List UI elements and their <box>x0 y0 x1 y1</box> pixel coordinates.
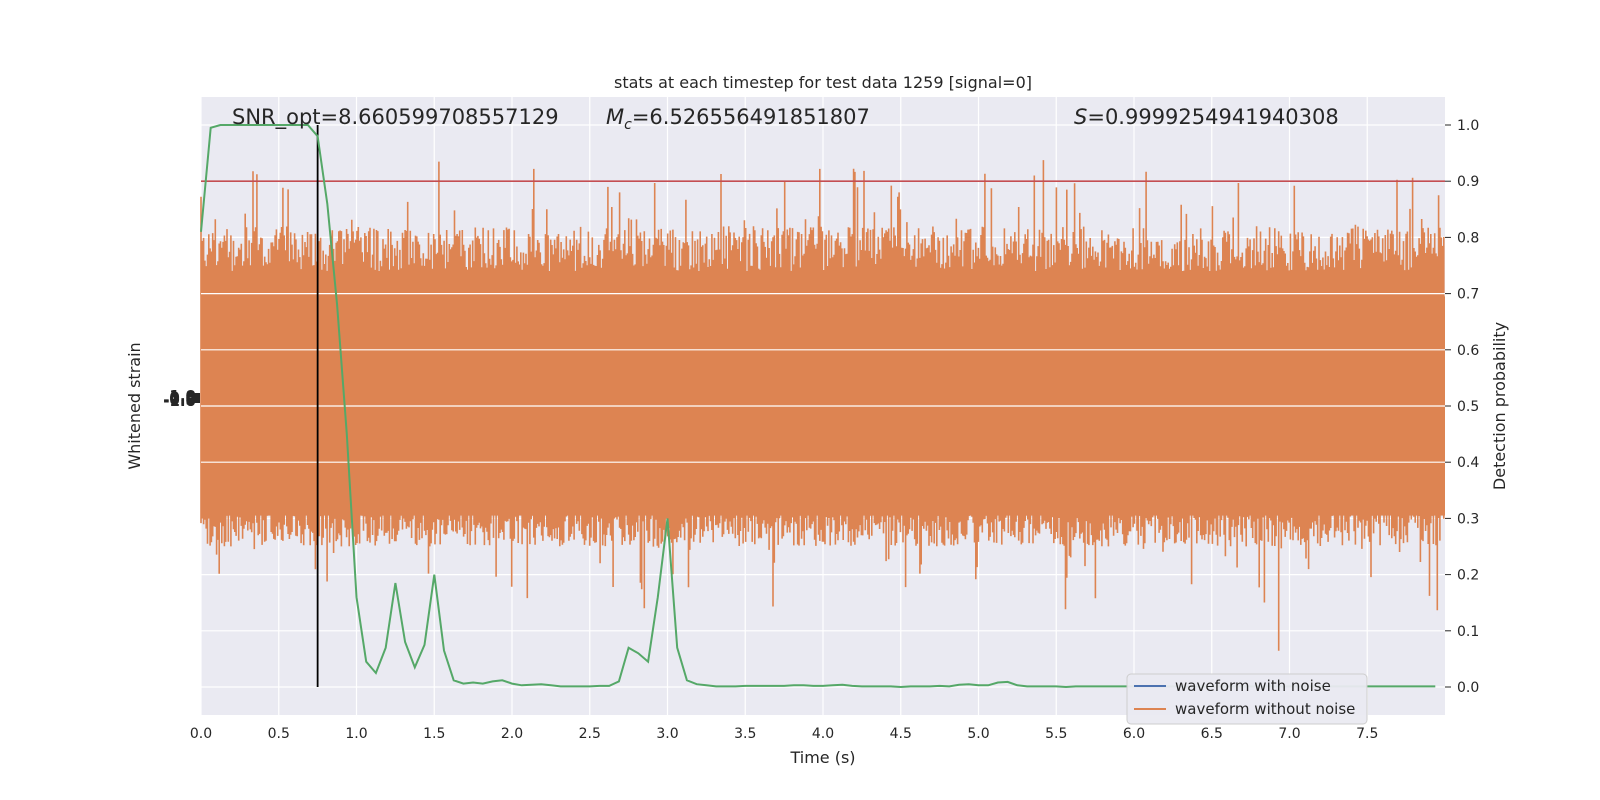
y-tick-label: 0.4 <box>1457 455 1479 471</box>
x-tick-label: 2.0 <box>501 726 523 742</box>
legend-box <box>1126 673 1368 725</box>
y-tick-label: 0.0 <box>1457 680 1479 696</box>
y-tick-label: 0.6 <box>1457 343 1479 359</box>
y-tick-label: 0.2 <box>1457 568 1479 584</box>
y-axis-right-label: Detection probability <box>1490 322 1509 490</box>
chirp-mass-symbol: M <box>606 105 624 129</box>
y-tick-label: 0.8 <box>1457 230 1479 246</box>
x-tick-label: 0.0 <box>190 726 212 742</box>
score-value: =0.9999254941940308 <box>1087 105 1338 129</box>
y-axis-left-ticks: -1.0-0.50.00.51.0 <box>163 387 200 410</box>
x-tick-label: 0.5 <box>268 726 290 742</box>
x-tick-label: 5.0 <box>967 726 989 742</box>
snr-annotation: SNR_opt=8.660599708557129 <box>232 105 559 130</box>
x-tick-label: 3.5 <box>734 726 756 742</box>
chirp-mass-subscript: c <box>624 117 632 133</box>
left-tick-label: 0.0 <box>169 390 196 408</box>
x-tick-label: 4.0 <box>812 726 834 742</box>
legend-label-with-noise: waveform with noise <box>1175 677 1331 695</box>
y-tick-label: 0.7 <box>1457 287 1479 303</box>
score-symbol: S <box>1074 105 1087 129</box>
x-tick-label: 7.0 <box>1278 726 1300 742</box>
x-tick-label: 7.5 <box>1356 726 1378 742</box>
y-tick-label: 0.3 <box>1457 511 1479 527</box>
x-axis-label: Time (s) <box>789 748 855 767</box>
y-tick-label: 0.9 <box>1457 174 1479 190</box>
left-tick-label: 0.5 <box>169 388 196 406</box>
legend: waveform with noise waveform without noi… <box>1126 673 1368 725</box>
left-tick-label: 1.0 <box>169 387 196 405</box>
y-tick-label: 0.1 <box>1457 624 1479 640</box>
y-axis-right-ticks: 0.0 0.1 0.2 0.3 0.4 0.5 0.6 0.7 0.8 0.9 1.0 <box>1445 118 1479 696</box>
chirp-mass-value: =6.526556491851807 <box>632 105 870 129</box>
x-tick-label: 6.5 <box>1201 726 1223 742</box>
left-tick-label: -0.5 <box>163 391 196 409</box>
left-tick-mark <box>193 393 200 403</box>
x-tick-label: 3.0 <box>656 726 678 742</box>
x-tick-label: 6.0 <box>1123 726 1145 742</box>
x-axis-ticks: 0.0 0.5 1.0 1.5 2.0 2.5 3.0 3.5 4.0 4.5 5.0 5.5 6.0 6… <box>190 726 1379 742</box>
x-tick-label: 4.5 <box>890 726 912 742</box>
y-tick-label: 1.0 <box>1457 118 1479 134</box>
y-tick-label: 0.5 <box>1457 399 1479 415</box>
y-axis-left-label: Whitened strain <box>125 342 144 469</box>
score-annotation: S=0.9999254941940308 <box>1074 105 1339 129</box>
x-tick-label: 1.5 <box>423 726 445 742</box>
chirp-mass-annotation: Mc=6.526556491851807 <box>606 105 870 133</box>
x-tick-label: 1.0 <box>345 726 367 742</box>
x-tick-label: 5.5 <box>1045 726 1067 742</box>
legend-label-without-noise: waveform without noise <box>1175 700 1355 718</box>
chart-title: stats at each timestep for test data 125… <box>614 73 1032 92</box>
x-tick-label: 2.5 <box>579 726 601 742</box>
left-tick-label: -1.0 <box>163 392 196 410</box>
waveform-without-noise-series <box>200 160 1445 651</box>
